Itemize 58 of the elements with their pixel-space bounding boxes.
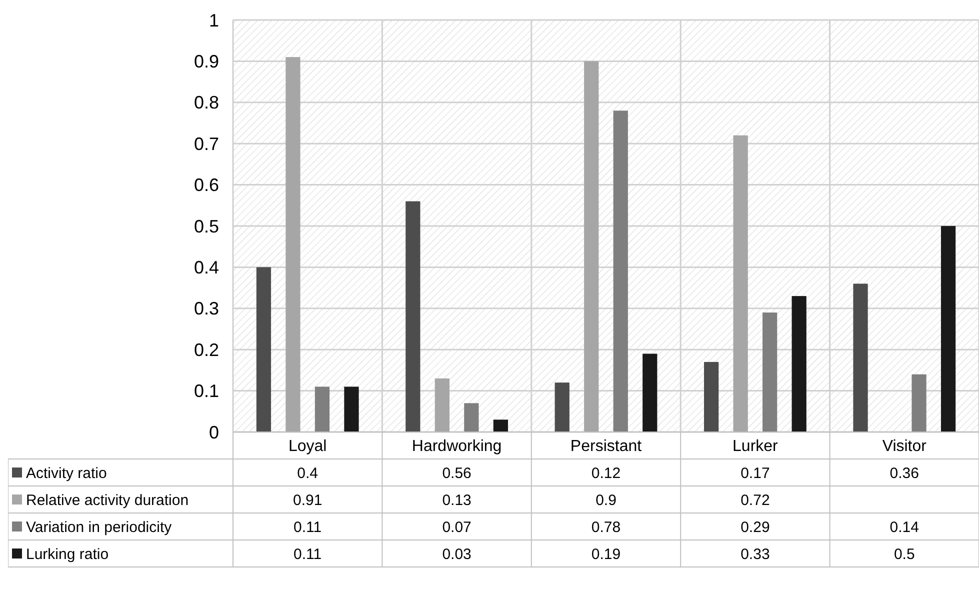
data-label: 0.11 <box>294 546 322 563</box>
legend-label: Lurking ratio <box>26 546 109 563</box>
data-label: 0.78 <box>591 518 621 536</box>
bar <box>762 312 778 432</box>
legend-label: Activity ratio <box>26 464 107 482</box>
data-label: 0.5 <box>894 546 915 563</box>
bar <box>314 386 330 432</box>
data-label: 0.17 <box>740 464 770 482</box>
bar <box>464 403 479 432</box>
bar <box>256 267 272 432</box>
data-label: 0.14 <box>890 518 919 536</box>
bar <box>286 57 300 432</box>
data-label: 0.91 <box>293 492 322 509</box>
y-tick-label: 0.1 <box>194 381 219 402</box>
bar <box>853 284 868 432</box>
y-tick-label: 0.4 <box>194 258 219 278</box>
data-label: 0.29 <box>740 518 770 536</box>
y-tick-label: 0.6 <box>194 175 219 196</box>
x-tick-label: Persistant <box>570 438 642 456</box>
data-label: 0.33 <box>740 546 770 563</box>
legend-label: Relative activity duration <box>26 492 189 509</box>
y-tick-label: 0.2 <box>194 340 219 360</box>
data-label: 0.4 <box>297 464 318 482</box>
data-label: 0.56 <box>442 464 472 482</box>
bar <box>493 420 508 432</box>
bar <box>554 382 570 432</box>
data-label: 0.36 <box>890 464 919 482</box>
x-tick-label: Hardworking <box>412 438 502 456</box>
bar <box>642 354 658 432</box>
bar <box>344 386 359 432</box>
data-label: 0.13 <box>442 492 472 509</box>
bar <box>940 226 956 432</box>
bar <box>613 110 628 432</box>
y-tick-label: 0 <box>208 422 219 442</box>
y-tick-label: 0.5 <box>194 216 219 236</box>
y-tick-label: 0.7 <box>194 134 219 154</box>
bar <box>733 135 748 432</box>
bar <box>912 374 926 432</box>
bar <box>704 362 719 432</box>
data-label: 0.19 <box>591 546 621 563</box>
bar <box>792 296 806 432</box>
legend-label: Variation in periodicity <box>26 518 172 536</box>
data-label: 0.12 <box>591 464 621 482</box>
y-tick-label: 0.8 <box>194 92 219 113</box>
data-label: 0.72 <box>740 492 770 509</box>
data-label: 0.11 <box>294 518 322 536</box>
bar <box>406 201 420 432</box>
y-tick-label: 0.9 <box>194 52 219 72</box>
data-label: 0.9 <box>596 492 616 509</box>
y-tick-label: 0.3 <box>194 298 219 319</box>
data-label: 0.03 <box>442 546 472 563</box>
x-tick-label: Visitor <box>882 438 928 456</box>
y-tick-label: 1 <box>208 10 219 30</box>
bar <box>434 378 450 432</box>
data-label: 0.07 <box>442 518 472 536</box>
x-tick-label: Loyal <box>288 438 327 456</box>
x-tick-label: Lurker <box>732 438 779 456</box>
bar <box>584 61 599 432</box>
